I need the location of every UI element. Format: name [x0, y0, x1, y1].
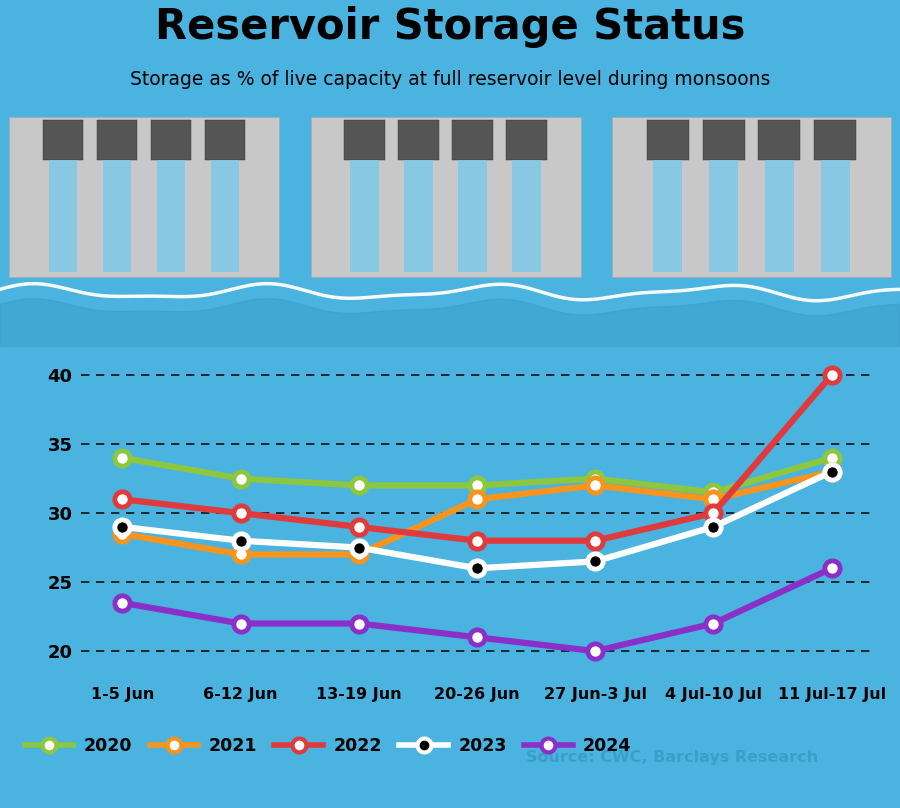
Bar	[9, 117, 279, 277]
Bar	[42, 120, 83, 160]
Bar	[512, 160, 541, 272]
Bar	[765, 160, 794, 272]
Bar	[49, 160, 77, 272]
Bar	[821, 160, 850, 272]
Bar	[398, 120, 438, 160]
Legend: 2020, 2021, 2022, 2023, 2024: 2020, 2021, 2022, 2023, 2024	[18, 730, 638, 762]
Bar	[310, 117, 580, 277]
Bar	[205, 120, 245, 160]
Bar	[647, 120, 688, 160]
Bar	[350, 160, 379, 272]
Bar	[452, 120, 493, 160]
Bar	[151, 120, 191, 160]
Bar	[344, 120, 384, 160]
Text: Source: CWC, Barclays Research: Source: CWC, Barclays Research	[526, 750, 819, 764]
Text: Storage as % of live capacity at full reservoir level during monsoons: Storage as % of live capacity at full re…	[130, 70, 770, 89]
Bar	[759, 120, 800, 160]
Bar	[103, 160, 131, 272]
Bar	[211, 160, 239, 272]
Bar	[709, 160, 738, 272]
Text: Reservoir Storage Status: Reservoir Storage Status	[155, 6, 745, 48]
Bar	[458, 160, 487, 272]
Bar	[404, 160, 433, 272]
Bar	[612, 117, 891, 277]
Bar	[814, 120, 856, 160]
Bar	[653, 160, 682, 272]
Bar	[97, 120, 138, 160]
Bar	[157, 160, 185, 272]
Bar	[703, 120, 744, 160]
Bar	[506, 120, 547, 160]
